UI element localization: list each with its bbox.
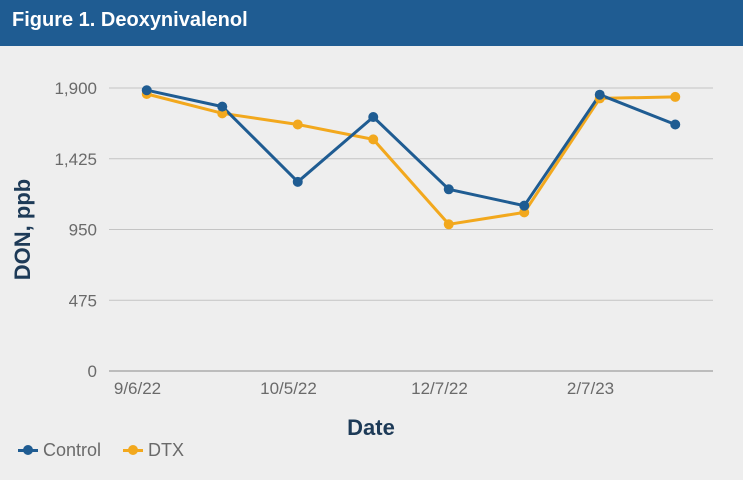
legend-item-control: Control — [18, 440, 101, 461]
chart-title: Figure 1. Deoxynivalenol — [12, 9, 248, 31]
line-chart: 0 475 950 1,425 1,900 9/6/22 10/5/22 12/7/22 2/7… — [10, 79, 713, 438]
x-axis-title: Date — [347, 415, 395, 438]
legend-dot-dtx — [128, 445, 139, 455]
data-point-control — [670, 119, 681, 130]
y-tick-label: 1,425 — [54, 150, 97, 169]
series-line-dtx — [146, 92, 676, 226]
y-tick-label: 950 — [69, 221, 97, 240]
data-point-dtx — [292, 119, 303, 130]
series-line-control — [146, 88, 676, 208]
y-tick-label: 0 — [88, 362, 97, 381]
data-point-control — [217, 101, 228, 112]
data-point-control — [292, 176, 303, 187]
data-point-control — [519, 200, 530, 211]
y-axis-title: DON, ppb — [10, 179, 35, 280]
legend-label-control: Control — [43, 439, 102, 460]
x-tick-label: 10/5/22 — [260, 379, 317, 398]
data-point-control — [443, 184, 454, 195]
legend-label-dtx: DTX — [148, 439, 185, 460]
data-point-dtx — [368, 134, 379, 145]
data-point-control — [368, 112, 379, 123]
legend: Control DTX — [18, 438, 206, 462]
x-tick-label: 12/7/22 — [411, 379, 468, 398]
x-tick-label: 9/6/22 — [114, 379, 161, 398]
data-point-control — [594, 89, 605, 100]
legend-item-dtx: DTX — [123, 440, 184, 461]
chart-header: Figure 1. Deoxynivalenol — [0, 0, 743, 46]
data-point-dtx — [443, 219, 454, 230]
legend-dot-control — [23, 445, 33, 455]
y-tick-label: 475 — [69, 291, 97, 310]
y-tick-label: 1,900 — [54, 79, 97, 98]
legend-marker-control — [18, 444, 38, 456]
x-tick-label: 2/7/23 — [567, 379, 614, 398]
data-point-control — [141, 85, 152, 96]
data-point-dtx — [670, 91, 681, 102]
legend-marker-dtx — [123, 444, 144, 456]
